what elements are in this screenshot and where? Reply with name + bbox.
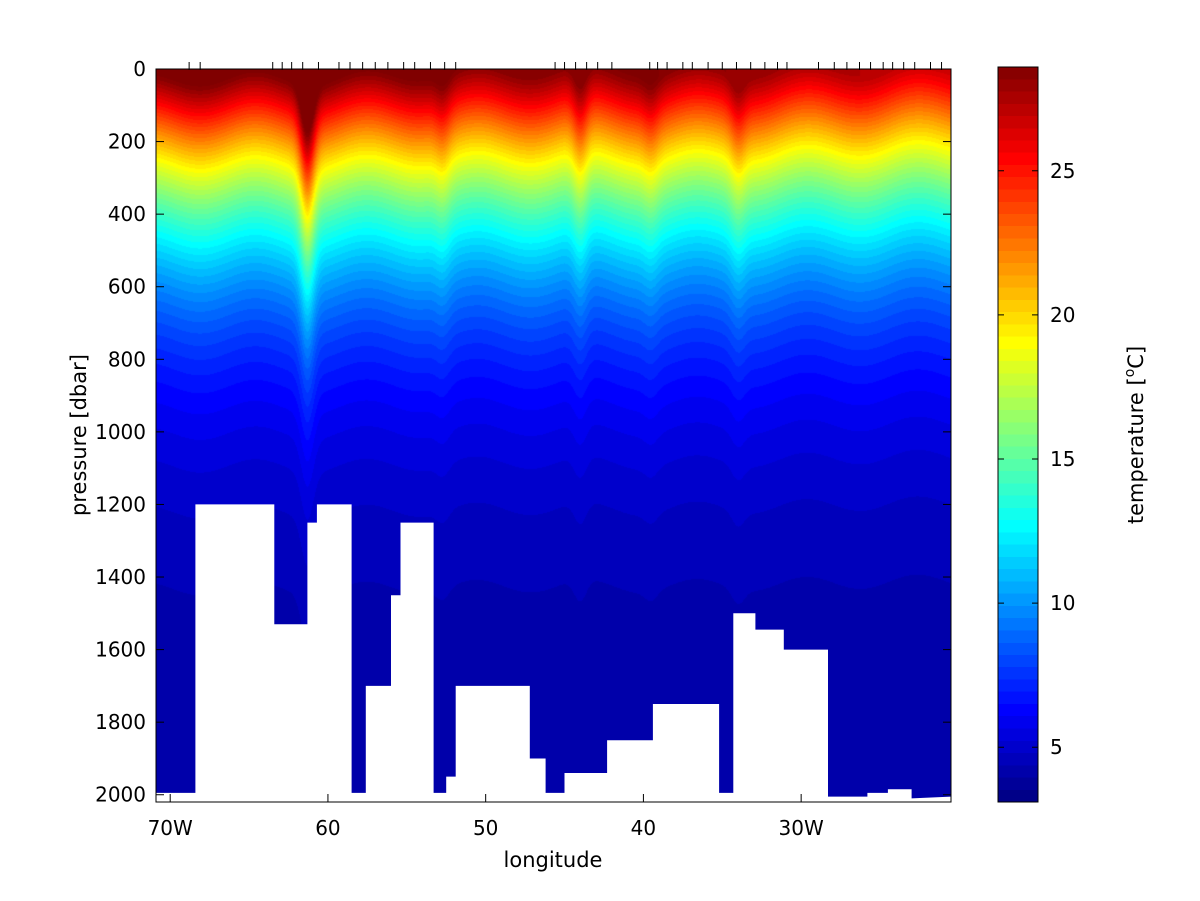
y-tick-label: 600 [108, 275, 146, 299]
y-tick-label: 1800 [95, 710, 146, 734]
plot-area [156, 69, 951, 802]
y-tick-label: 1600 [95, 638, 146, 662]
y-tick-label: 2000 [95, 783, 146, 807]
y-tick-label: 0 [133, 57, 146, 81]
y-axis-label: pressure [dbar] [67, 354, 91, 516]
y-tick-label: 200 [108, 130, 146, 154]
x-tick-label: 40 [631, 816, 656, 840]
x-axis: 70W 60 50 40 30W [148, 794, 824, 840]
colorbar-tick-label: 25 [1050, 159, 1075, 183]
x-tick-label: 70W [148, 816, 193, 840]
colorbar-label: temperature [oC] [1122, 346, 1148, 524]
y-tick-label: 1000 [95, 420, 146, 444]
y-tick-label: 1200 [95, 492, 146, 516]
x-tick-label: 30W [779, 816, 824, 840]
y-tick-label: 800 [108, 347, 146, 371]
colorbar-ticks: 5 10 15 20 25 [998, 159, 1075, 759]
colorbar-gradient [997, 66, 1039, 803]
bottom-topography-mask [156, 504, 951, 802]
colorbar: 5 10 15 20 25 temperature [oC] [997, 66, 1148, 803]
colorbar-tick-label: 20 [1050, 303, 1075, 327]
x-tick-label: 50 [473, 816, 498, 840]
y-tick-label: 400 [108, 202, 146, 226]
x-axis-label: longitude [504, 848, 603, 872]
plot-frame [155, 68, 952, 803]
colorbar-tick-label: 10 [1050, 591, 1075, 615]
y-axis: 0 200 400 600 800 1000 1200 1400 1600 1800 2000 [95, 57, 951, 807]
station-markers [188, 62, 943, 70]
x-tick-label: 60 [315, 816, 340, 840]
y-tick-label: 1400 [95, 565, 146, 589]
colorbar-tick-label: 5 [1050, 735, 1063, 759]
colorbar-tick-label: 15 [1050, 447, 1075, 471]
